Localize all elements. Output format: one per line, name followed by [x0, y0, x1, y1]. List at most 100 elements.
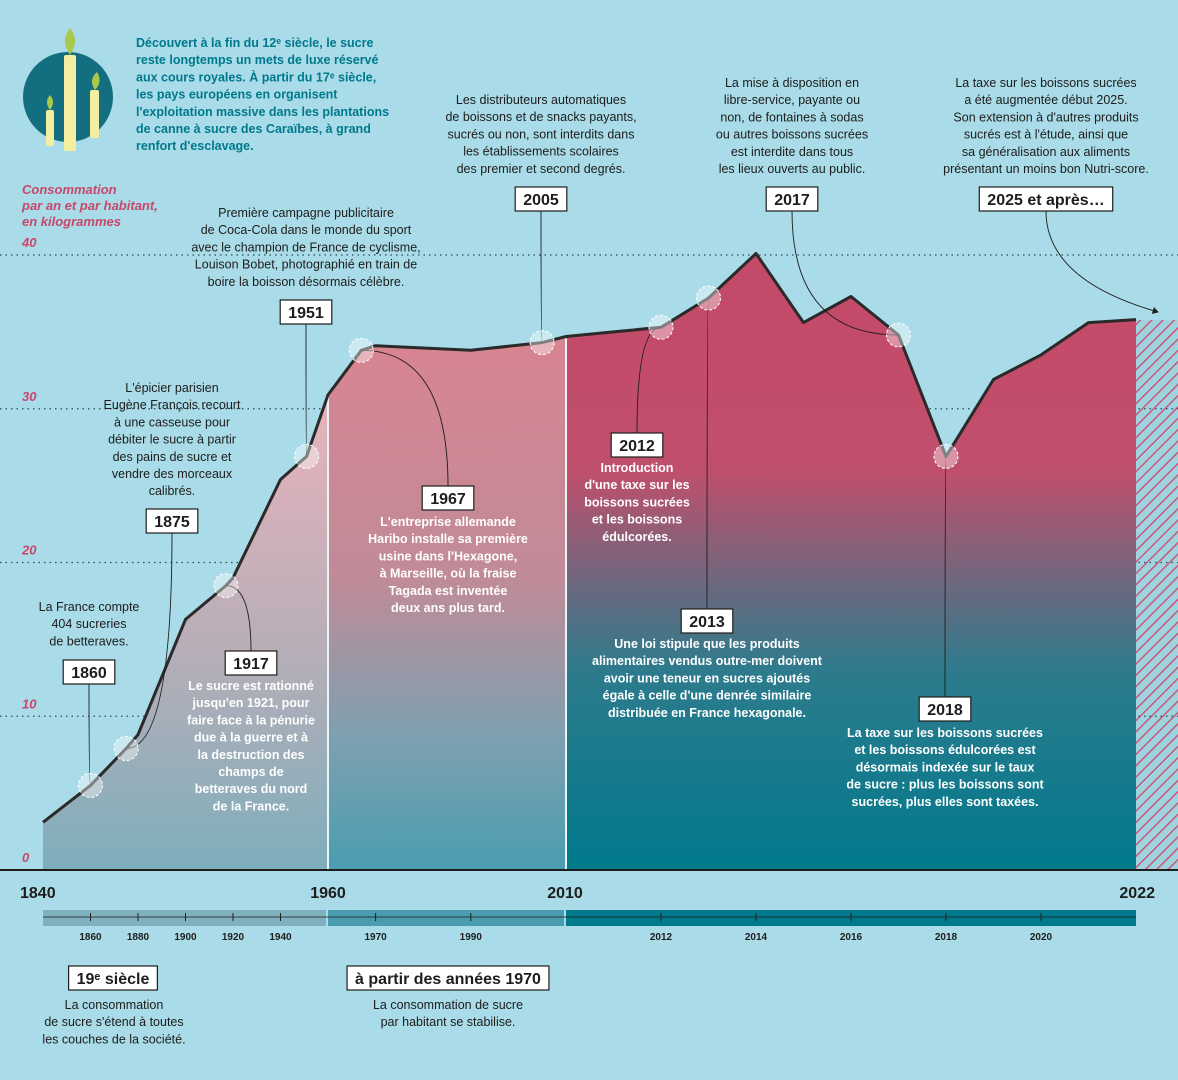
annotation-text: boire la boisson désormais célèbre. [208, 275, 405, 289]
period-text: de sucre s'étend à toutes [44, 1015, 183, 1029]
minor-tick-label: 1900 [174, 932, 197, 943]
annotation-text: jusqu'en 1921, pour [192, 696, 310, 710]
annotation-connector [361, 349, 449, 487]
period-text: La consommation [65, 998, 164, 1012]
annotation-year-box [224, 650, 278, 676]
annotation-text: de sucre : plus les boissons sont [846, 778, 1044, 792]
annotation-text: champs de [218, 765, 283, 779]
annotation-text: vendre des morceaux [112, 467, 233, 481]
intro-text: renfort d'esclavage. [136, 139, 254, 153]
minor-tick-label: 1990 [460, 932, 483, 943]
minor-tick-label: 1970 [364, 932, 387, 943]
y-axis-label: Consommation [22, 182, 117, 197]
intro-text: de canne à sucre des Caraïbes, à grand [136, 122, 371, 136]
intro-text: l'exploitation massive dans les plantati… [136, 105, 389, 119]
period-label: à partir des années 1970 [355, 971, 541, 988]
minor-tick-label: 2016 [840, 932, 863, 943]
period-text: les couches de la société. [42, 1032, 185, 1046]
annotation-text: Son extension à d'autres produits [953, 110, 1138, 124]
annotation-year-label: 1967 [430, 491, 466, 508]
timeline-bar [43, 910, 326, 926]
annotation-text: usine dans l'Hexagone, [379, 549, 517, 563]
x-tick-label: 1960 [310, 885, 346, 902]
y-tick-label: 30 [22, 389, 37, 404]
annotation-point [529, 330, 555, 356]
annotation-text: la destruction des [198, 748, 305, 762]
annotation-connector [540, 210, 543, 344]
annotation-text: avec le champion de France de cyclisme, [191, 240, 420, 254]
annotation-year: 2017 [765, 186, 819, 212]
future-hatch [1136, 320, 1178, 870]
annotation-text: alimentaires vendus outre-mer doivent [592, 654, 823, 668]
x-tick-label: 2022 [1119, 885, 1155, 902]
y-tick-label: 0 [22, 850, 30, 865]
y-tick-label: 10 [22, 696, 37, 711]
annotation-text: Eugène François recourt [104, 398, 241, 412]
annotation-text: La taxe sur les boissons sucrées [847, 726, 1043, 740]
timeline-bar [328, 910, 564, 926]
annotation-text: La taxe sur les boissons sucrées [955, 76, 1136, 90]
annotation-year-box [421, 485, 475, 511]
period-label: 19ᵉ siècle [77, 971, 150, 988]
annotation-text: betteraves du nord [195, 782, 308, 796]
annotation-text: Tagada est inventée [389, 584, 508, 598]
annotation-year-label: 2025 et après… [987, 192, 1104, 209]
annotation-text: des premier et second degrés. [457, 162, 626, 176]
annotation-text: les établissements scolaires [463, 145, 619, 159]
annotation-text: libre-service, payante ou [724, 93, 860, 107]
period-box [68, 965, 158, 991]
annotation-year-box [514, 186, 568, 212]
annotation-text: de la France. [213, 799, 289, 813]
annotation-point [113, 736, 139, 762]
annotation-text: distribuée en France hexagonale. [608, 706, 806, 720]
annotation-text: Première campagne publicitaire [218, 206, 394, 220]
annotation-year: 1967 [421, 485, 475, 511]
annotation-text: Louison Bobet, photographié en train de [195, 258, 417, 272]
annotation-text: à une casseuse pour [114, 415, 230, 429]
annotation-text: d'une taxe sur les [584, 478, 689, 492]
annotation-connector [636, 326, 662, 434]
annotation-text: L'entreprise allemande [380, 515, 516, 529]
annotation-text: Les distributeurs automatiques [456, 93, 626, 107]
annotation-year-label: 1917 [233, 656, 269, 673]
y-axis-label: par an et par habitant, [21, 198, 158, 213]
annotation-year: 2012 [610, 432, 664, 458]
annotation-connector [225, 585, 252, 652]
x-tick-label: 1840 [20, 885, 56, 902]
annotation-text: est interdite dans tous [731, 145, 853, 159]
period: à partir des années 1970 [346, 965, 550, 991]
annotation-text: due à la guerre et à [194, 731, 308, 745]
annotation-text: débiter le sucre à partir [108, 433, 236, 447]
annotation-connector [126, 532, 173, 749]
period-text: La consommation de sucre [373, 998, 523, 1012]
minor-tick-label: 2020 [1030, 932, 1053, 943]
annotation-year-box [279, 299, 333, 325]
annotation-connector [88, 683, 91, 786]
annotation-text: boissons sucrées [584, 495, 690, 509]
minor-tick-label: 1860 [79, 932, 102, 943]
annotation-point [886, 322, 911, 348]
annotation-text: faire face à la pénurie [187, 713, 315, 727]
minor-tick-label: 1940 [269, 932, 292, 943]
annotation-year-label: 2013 [689, 614, 725, 631]
minor-tick-label: 2014 [745, 932, 768, 943]
annotation-text: calibrés. [149, 484, 196, 498]
period-text: par habitant se stabilise. [381, 1015, 516, 1029]
era-fill [328, 253, 566, 870]
intro-text: reste longtemps un mets de luxe réservé [136, 53, 379, 67]
minor-tick-label: 1880 [127, 932, 150, 943]
y-tick-label: 40 [21, 235, 37, 250]
annotation-year: 1860 [62, 659, 116, 685]
annotation-year-label: 2017 [774, 192, 810, 209]
annotation-point [696, 285, 721, 311]
annotation-year-label: 1951 [288, 305, 324, 322]
annotation-text: deux ans plus tard. [391, 601, 505, 615]
annotation-year: 2025 et après… [978, 186, 1114, 212]
annotation-text: non, de fontaines à sodas [720, 110, 863, 124]
annotation-text: sucrés ou non, sont interdits dans [448, 127, 635, 141]
annotation-year-box [610, 432, 664, 458]
annotation-text: à Marseille, où la fraise [380, 567, 517, 581]
annotation-year: 1917 [224, 650, 278, 676]
annotation-text: sucrées, plus elles sont taxées. [852, 795, 1039, 809]
annotation-text: Introduction [601, 461, 674, 475]
